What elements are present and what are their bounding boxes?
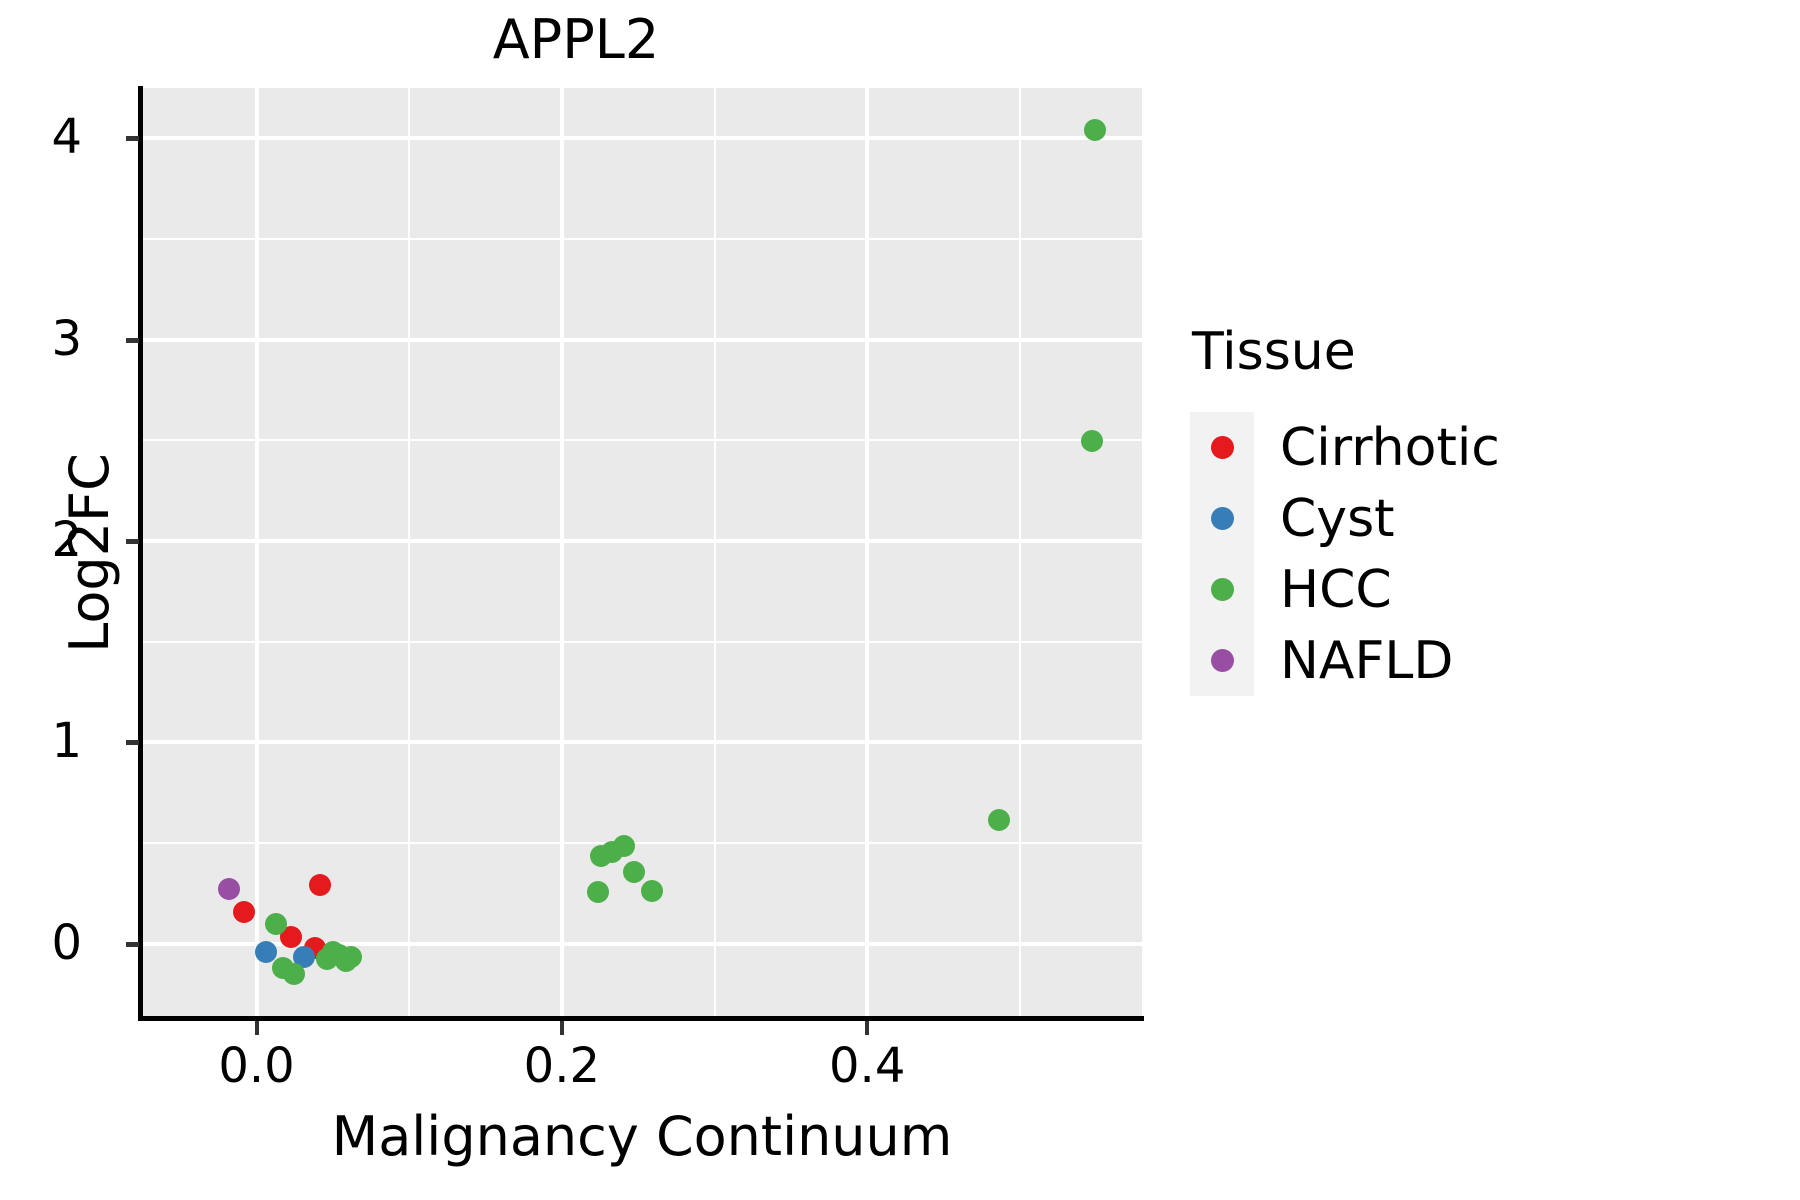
data-point	[218, 878, 241, 901]
legend-entry-label: HCC	[1280, 559, 1392, 620]
legend-key-swatch	[1190, 412, 1254, 483]
gridline-minor-vertical	[713, 88, 716, 1016]
data-point	[988, 808, 1011, 831]
y-axis-tick	[126, 740, 139, 746]
data-point	[232, 901, 255, 924]
legend-entry-nafld[interactable]: NAFLD	[1190, 625, 1750, 696]
x-axis-tick	[254, 1021, 259, 1035]
gridline-major-vertical	[254, 88, 259, 1016]
gridline-major-horizontal	[142, 136, 1142, 141]
gridline-major-horizontal	[142, 337, 1142, 342]
gridline-minor-horizontal	[142, 640, 1142, 643]
legend-dot-icon	[1210, 436, 1234, 459]
legend-dot-icon	[1210, 649, 1234, 672]
legend-dot-icon	[1210, 578, 1234, 601]
plot-panel	[142, 88, 1142, 1016]
data-point	[279, 926, 302, 949]
y-axis-tick	[126, 136, 139, 142]
gridline-major-horizontal	[142, 538, 1142, 543]
y-axis-line	[138, 86, 143, 1018]
data-point	[640, 880, 663, 903]
legend: Tissue Cirrhotic Cyst HCC NAFLD	[1190, 322, 1750, 696]
y-axis-tick-label: 1	[51, 713, 82, 770]
legend-entry-cirrhotic[interactable]: Cirrhotic	[1190, 412, 1750, 483]
y-axis-tick	[126, 538, 139, 544]
legend-dot-icon	[1210, 507, 1234, 530]
y-axis-label: Log2FC	[58, 453, 121, 653]
x-axis-tick-label: 0.0	[218, 1038, 295, 1094]
x-axis-tick	[559, 1021, 564, 1035]
x-axis-tick	[865, 1021, 870, 1035]
gridline-minor-vertical	[408, 88, 411, 1016]
x-axis-line	[138, 1016, 1144, 1021]
legend-key-swatch	[1190, 625, 1254, 696]
y-axis-tick-label: 2	[51, 511, 82, 568]
data-point	[340, 945, 363, 968]
y-axis-tick	[126, 337, 139, 343]
y-axis-tick-label: 4	[51, 109, 82, 166]
legend-title: Tissue	[1192, 322, 1356, 382]
legend-entry-label: Cirrhotic	[1280, 417, 1500, 478]
gridline-major-horizontal	[142, 740, 1142, 745]
gridline-major-horizontal	[142, 941, 1142, 946]
data-point	[1083, 119, 1106, 142]
page-title: APPL2	[492, 8, 660, 71]
data-point	[265, 913, 288, 936]
gridline-major-vertical	[559, 88, 564, 1016]
data-point	[612, 834, 635, 857]
data-point	[623, 861, 646, 884]
legend-key-swatch	[1190, 554, 1254, 625]
y-axis-tick-label: 0	[51, 914, 82, 971]
gridline-minor-horizontal	[142, 439, 1142, 442]
legend-entries: Cirrhotic Cyst HCC NAFLD	[1190, 412, 1750, 696]
x-axis-label: Malignancy Continuum	[331, 1105, 953, 1168]
data-point	[292, 945, 315, 968]
gridline-major-vertical	[865, 88, 870, 1016]
y-axis-tick	[126, 941, 139, 947]
legend-key-swatch	[1190, 483, 1254, 554]
gridline-minor-vertical	[1018, 88, 1021, 1016]
x-axis-tick-label: 0.4	[829, 1038, 906, 1094]
x-axis-tick-label: 0.2	[523, 1038, 601, 1094]
data-point	[282, 962, 305, 985]
data-point	[1081, 430, 1104, 453]
legend-entry-label: Cyst	[1280, 488, 1395, 549]
legend-entry-cyst[interactable]: Cyst	[1190, 483, 1750, 554]
data-point	[586, 881, 609, 904]
legend-entry-hcc[interactable]: HCC	[1190, 554, 1750, 625]
y-axis-tick-label: 3	[51, 310, 82, 367]
gridline-minor-horizontal	[142, 841, 1142, 844]
data-point	[255, 940, 278, 963]
legend-entry-label: NAFLD	[1280, 630, 1454, 691]
gridline-minor-horizontal	[142, 237, 1142, 240]
data-point	[308, 874, 331, 897]
